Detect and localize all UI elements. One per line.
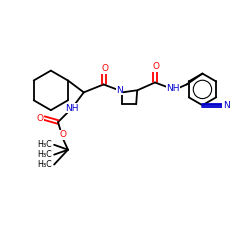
Text: N: N — [116, 86, 123, 95]
Text: N: N — [223, 101, 230, 110]
Text: NH: NH — [65, 104, 79, 113]
Text: H₃C: H₃C — [38, 160, 52, 169]
Text: O: O — [101, 64, 108, 73]
Text: NH: NH — [166, 84, 179, 93]
Text: O: O — [60, 130, 66, 140]
Text: O: O — [37, 114, 44, 122]
Text: H₃C: H₃C — [38, 150, 52, 159]
Text: H₃C: H₃C — [38, 140, 52, 149]
Text: O: O — [152, 62, 160, 71]
